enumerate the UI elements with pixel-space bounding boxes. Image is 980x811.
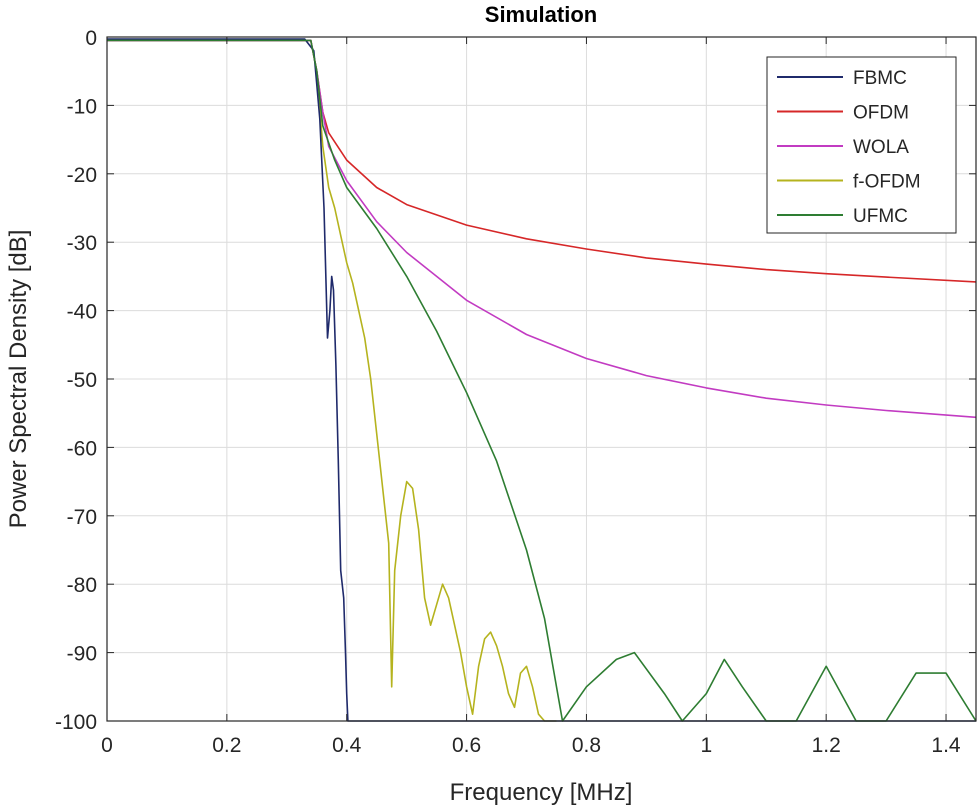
y-tick-label: -30: [67, 232, 97, 255]
x-tick-label: 1.4: [931, 734, 961, 757]
x-tick-label: 0: [101, 734, 113, 757]
chart-title: Simulation: [485, 2, 597, 27]
y-tick-label: -40: [67, 301, 97, 324]
legend-label-fbmc: FBMC: [853, 68, 907, 89]
x-tick-label: 0.2: [212, 734, 241, 757]
x-tick-label: 0.6: [452, 734, 481, 757]
legend-label-ofdm: OFDM: [853, 103, 909, 124]
legend-label-ufmc: UFMC: [853, 206, 908, 227]
y-tick-label: -80: [67, 574, 97, 597]
series-line-f-ofdm: [107, 39, 557, 722]
y-tick-label: -50: [67, 369, 97, 392]
x-tick-label: 1: [700, 734, 712, 757]
y-tick-label: -70: [67, 506, 97, 529]
ticks: 0 0.2 0.4 0.6 0.8 1 1.2 1.4 0 -10 -20 -30 -40 -50 -60 -…: [55, 27, 976, 757]
x-axis-label: Frequency [MHz]: [450, 779, 633, 806]
series-layer: [107, 38, 976, 722]
x-tick-label: 0.4: [332, 734, 362, 757]
x-tick-label: 1.2: [812, 734, 841, 757]
y-tick-label: -20: [67, 164, 97, 187]
series-line-fbmc: [107, 38, 976, 722]
legend-label-wola: WOLA: [853, 137, 909, 158]
y-axis-label: Power Spectral Density [dB]: [5, 230, 32, 529]
y-tick-label: -90: [67, 643, 97, 666]
y-tick-label: 0: [85, 27, 97, 50]
series-line-ufmc: [107, 39, 976, 722]
y-tick-label: -10: [67, 95, 97, 118]
series-line-wola: [107, 39, 976, 419]
legend: FBMC OFDM WOLA f-OFDM UFMC: [766, 56, 957, 234]
y-tick-label: -60: [67, 437, 97, 460]
legend-label-f-ofdm: f-OFDM: [853, 172, 921, 193]
x-tick-label: 0.8: [572, 734, 601, 757]
y-tick-label: -100: [55, 711, 97, 734]
